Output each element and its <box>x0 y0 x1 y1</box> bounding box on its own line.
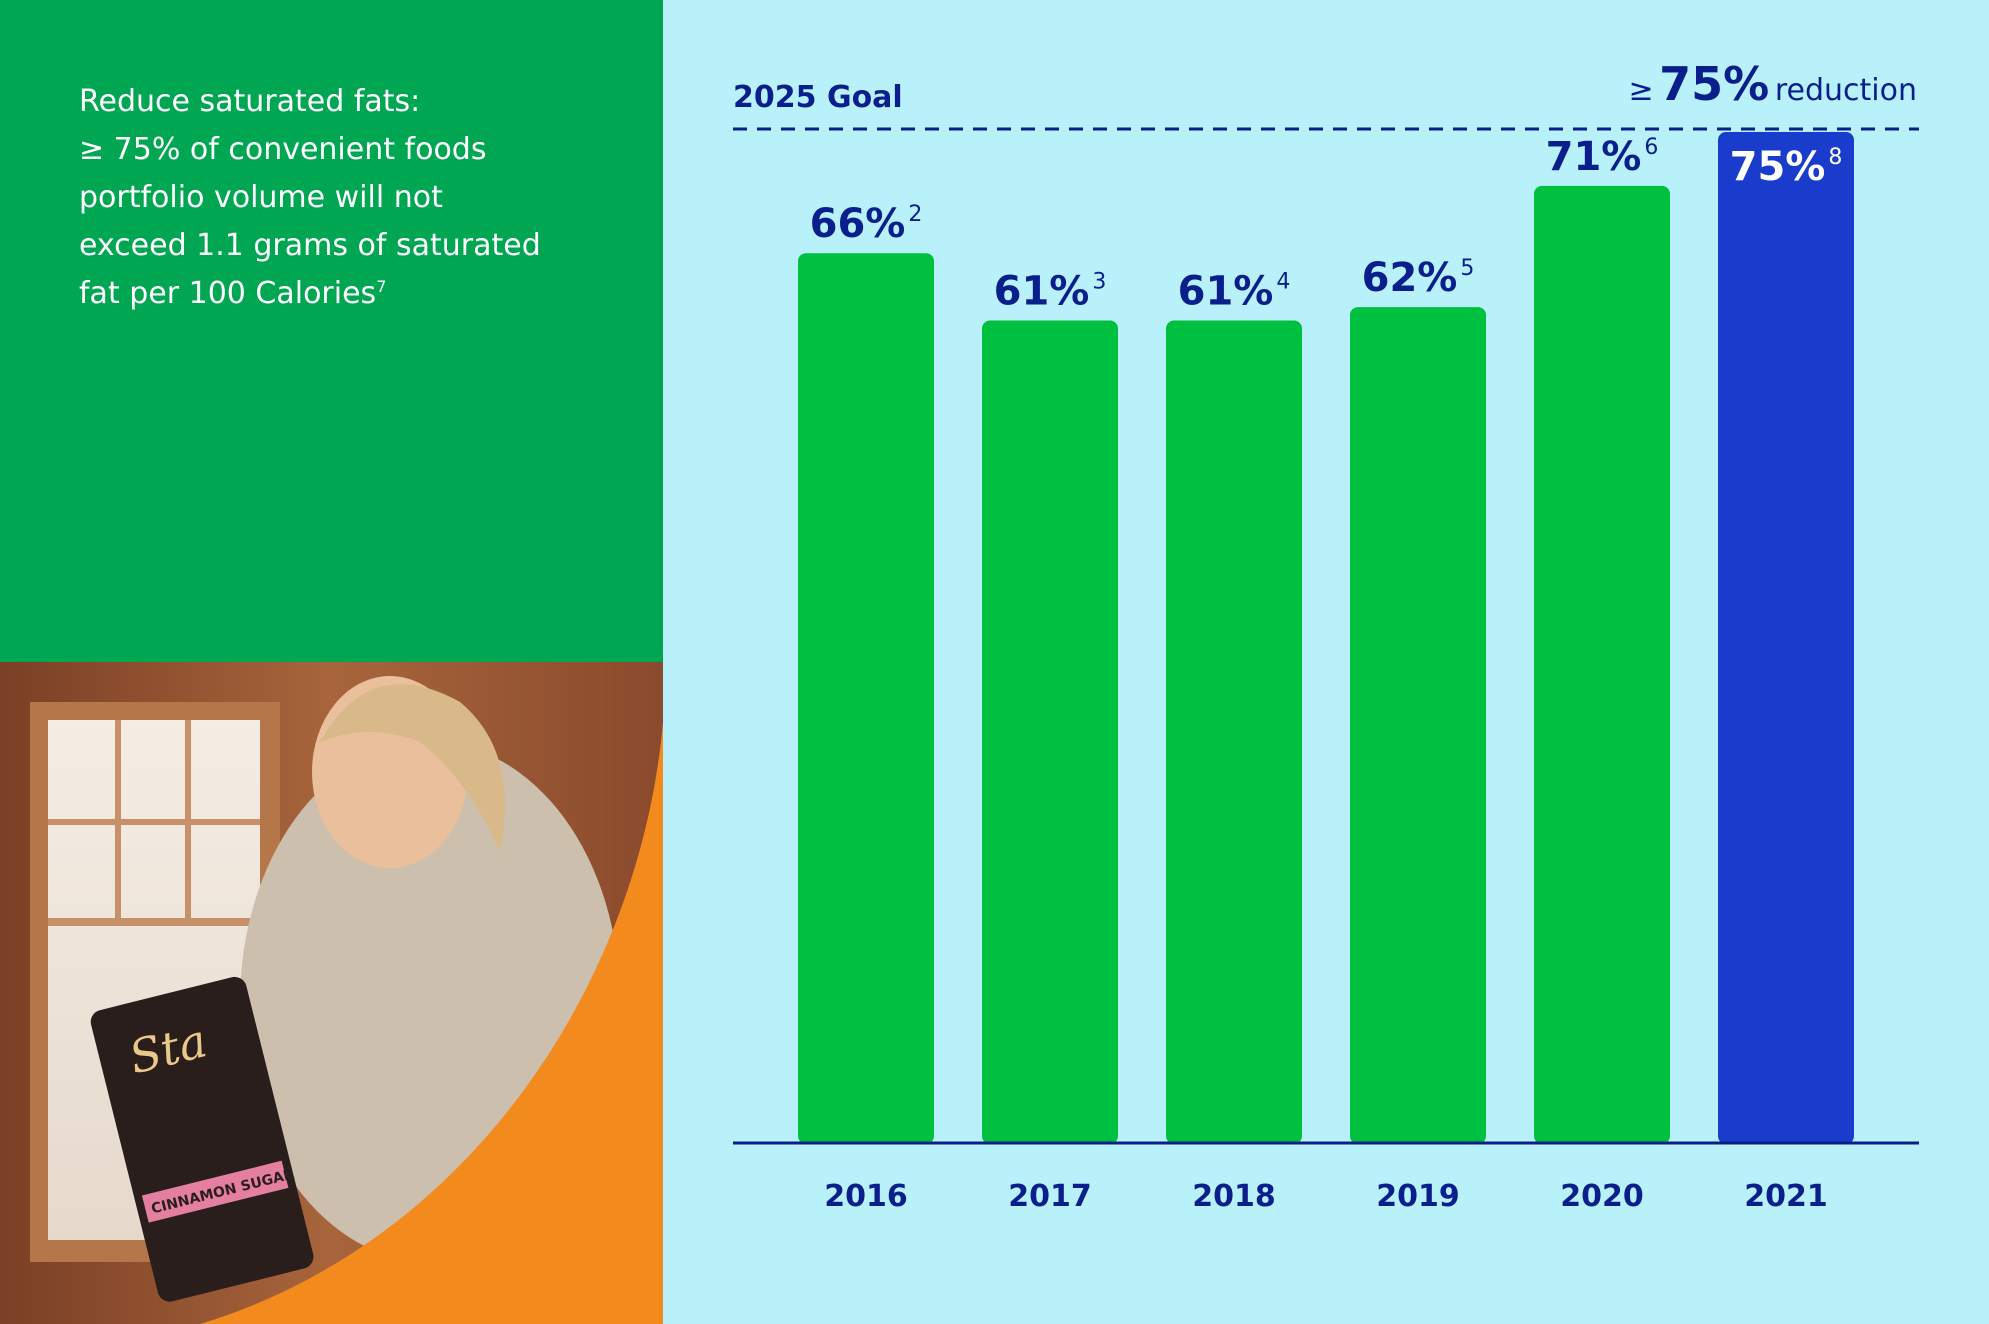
value-text-2016: 66% <box>810 201 906 247</box>
footnote-2016: 2 <box>908 202 922 227</box>
bar-2016 <box>798 253 934 1144</box>
value-text-2018: 61% <box>1178 269 1274 315</box>
value-label-2020: 71% 6 <box>1546 134 1659 180</box>
goal-line-3: portfolio volume will not <box>79 180 443 215</box>
footnote-2017: 3 <box>1092 270 1106 295</box>
goal-description: Reduce saturated fats: ≥ 75% of convenie… <box>79 78 639 318</box>
goal-label: 2025 Goal <box>733 80 903 115</box>
orange-curve <box>200 722 663 1324</box>
goal-line-1: Reduce saturated fats: <box>79 84 421 119</box>
bar-2017 <box>982 320 1118 1144</box>
goal-line-5: fat per 100 Calories7 <box>79 270 639 318</box>
x-tick-2018: 2018 <box>1192 1179 1276 1214</box>
footnote-2018: 4 <box>1276 270 1290 295</box>
value-text-2019: 62% <box>1362 255 1458 301</box>
x-tick-2016: 2016 <box>824 1179 908 1214</box>
value-label-2018: 61% 4 <box>1178 269 1291 315</box>
footnote-2019: 5 <box>1460 256 1474 281</box>
x-tick-2021: 2021 <box>1744 1179 1828 1214</box>
snack-bag-body <box>90 976 314 1302</box>
x-tick-2017: 2017 <box>1008 1179 1092 1214</box>
value-label-2021: 75% 8 <box>1730 144 1843 190</box>
goal-footnote: 7 <box>376 277 387 296</box>
bar-2019 <box>1350 307 1486 1145</box>
value-text-2020: 71% <box>1546 134 1642 180</box>
goal-line-2: ≥ 75% of convenient foods <box>79 132 487 167</box>
goal-prefix: ≥ <box>1628 73 1653 108</box>
footnote-2020: 6 <box>1644 135 1658 160</box>
bar-2021 <box>1718 132 1854 1144</box>
goal-line-4: exceed 1.1 grams of saturated <box>79 228 541 263</box>
snack-bag: Sta CINNAMON SUGAR <box>90 976 314 1302</box>
footnote-2021: 8 <box>1828 145 1842 170</box>
goal-description-panel: Reduce saturated fats: ≥ 75% of convenie… <box>0 0 663 662</box>
value-text-2021: 75% <box>1730 144 1826 190</box>
bar-2020 <box>1534 185 1670 1144</box>
photo-illustration: Sta CINNAMON SUGAR <box>0 662 663 1324</box>
x-tick-2019: 2019 <box>1376 1179 1460 1214</box>
bar-chart-panel: 2025 Goal ≥ 75% reduction 66% 2 2016 61% 3 20… <box>663 0 1989 1324</box>
bar-2018 <box>1166 320 1302 1144</box>
snack-bag-flavor-band <box>141 1160 289 1223</box>
lifestyle-photo: Sta CINNAMON SUGAR <box>0 662 663 1324</box>
goal-value-text: ≥ 75% reduction <box>1628 57 1917 111</box>
value-label-2019: 62% 5 <box>1362 255 1475 301</box>
goal-value: 75% <box>1659 57 1769 111</box>
goal-suffix: reduction <box>1775 73 1917 108</box>
value-label-2017: 61% 3 <box>994 269 1107 315</box>
person-hair <box>320 684 505 852</box>
x-tick-2020: 2020 <box>1560 1179 1644 1214</box>
goal-line-5-text: fat per 100 Calories <box>79 276 377 311</box>
value-label-2016: 66% 2 <box>810 201 923 247</box>
value-text-2017: 61% <box>994 269 1090 315</box>
